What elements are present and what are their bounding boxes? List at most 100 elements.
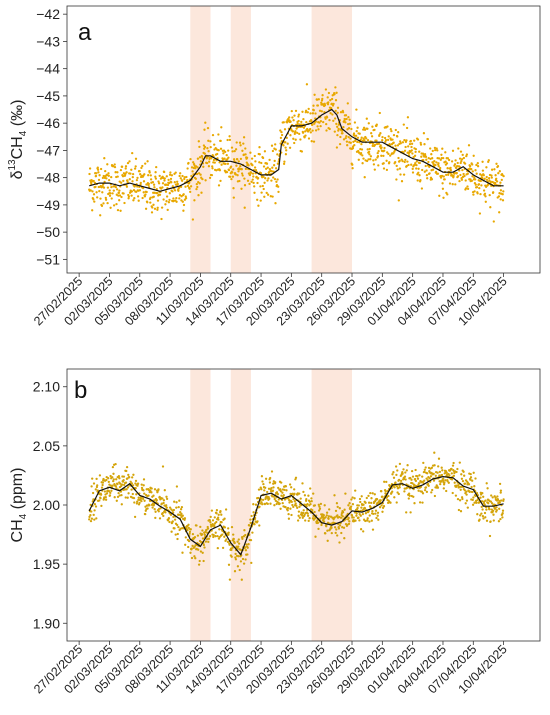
- data-point: [188, 187, 191, 190]
- data-point: [226, 540, 230, 544]
- data-point: [481, 160, 484, 163]
- data-point: [122, 179, 125, 183]
- data-point: [169, 171, 172, 174]
- data-point: [197, 194, 200, 197]
- data-point: [274, 148, 277, 151]
- data-point: [459, 173, 462, 177]
- data-point: [329, 99, 332, 102]
- data-point: [253, 185, 256, 188]
- data-point: [234, 552, 237, 556]
- data-point: [454, 183, 457, 186]
- data-point: [110, 489, 113, 492]
- data-point: [492, 509, 495, 512]
- data-point: [351, 163, 354, 166]
- data-point: [227, 533, 230, 536]
- data-point: [286, 506, 290, 510]
- data-point: [383, 136, 387, 140]
- data-point: [122, 475, 126, 478]
- data-point: [341, 129, 344, 132]
- data-point: [208, 160, 211, 163]
- data-point: [167, 201, 171, 204]
- data-point: [401, 159, 404, 163]
- data-point: [160, 502, 163, 505]
- data-point: [137, 496, 140, 499]
- data-point: [337, 129, 340, 132]
- data-point: [261, 184, 264, 188]
- data-point: [472, 154, 475, 157]
- data-point: [441, 147, 444, 150]
- data-point: [269, 195, 272, 198]
- data-point: [442, 477, 445, 480]
- data-point: [271, 195, 274, 198]
- data-point: [439, 482, 442, 486]
- data-point: [493, 507, 497, 510]
- data-point: [167, 178, 170, 182]
- data-point: [249, 171, 253, 174]
- data-point: [318, 507, 322, 510]
- data-point: [327, 91, 331, 95]
- data-point: [319, 119, 323, 123]
- panel-a-label: a: [78, 19, 92, 46]
- data-point: [364, 512, 368, 515]
- data-point: [177, 189, 180, 192]
- data-point: [316, 521, 320, 524]
- data-point: [366, 127, 369, 130]
- data-point: [334, 509, 338, 513]
- data-point: [487, 159, 490, 162]
- data-point: [165, 183, 168, 186]
- data-point: [102, 202, 105, 205]
- data-point: [138, 189, 142, 192]
- data-point: [447, 158, 451, 162]
- data-point: [189, 190, 192, 194]
- data-point: [226, 138, 229, 142]
- data-point: [336, 534, 339, 537]
- data-point: [385, 480, 388, 484]
- data-point: [120, 195, 123, 199]
- data-point: [293, 141, 296, 145]
- data-point: [324, 516, 327, 519]
- data-point: [245, 543, 248, 546]
- data-point: [181, 174, 184, 178]
- data-point: [215, 512, 218, 515]
- data-point: [420, 490, 424, 493]
- data-point: [110, 185, 113, 189]
- data-point: [256, 198, 259, 201]
- data-point: [91, 477, 94, 480]
- data-point: [181, 527, 184, 530]
- data-point: [379, 132, 382, 135]
- data-point: [380, 154, 383, 157]
- data-point: [444, 479, 447, 482]
- highlight-period-2: [230, 369, 251, 641]
- data-point: [253, 191, 256, 194]
- data-point: [458, 179, 461, 183]
- data-point: [217, 149, 220, 152]
- data-point: [271, 149, 275, 153]
- data-point: [252, 181, 255, 185]
- data-point: [318, 109, 322, 112]
- data-point: [431, 157, 434, 160]
- data-point: [246, 179, 250, 182]
- data-point: [406, 160, 409, 163]
- data-point: [402, 468, 405, 471]
- data-point: [233, 570, 237, 573]
- data-point: [483, 511, 487, 515]
- data-point: [144, 512, 147, 516]
- data-point: [459, 488, 462, 491]
- data-point: [93, 503, 97, 506]
- data-point: [290, 109, 293, 113]
- data-point: [183, 176, 186, 179]
- data-point: [445, 471, 448, 474]
- data-point: [357, 516, 360, 519]
- data-point: [415, 167, 418, 170]
- data-point: [378, 111, 381, 115]
- data-point: [114, 171, 117, 174]
- data-point: [425, 169, 428, 172]
- data-point: [326, 539, 329, 542]
- data-point: [427, 156, 430, 160]
- data-point: [231, 546, 234, 549]
- data-point: [257, 488, 261, 491]
- data-point: [372, 512, 375, 516]
- data-point: [117, 491, 120, 495]
- data-point: [229, 175, 232, 178]
- data-point: [325, 116, 329, 119]
